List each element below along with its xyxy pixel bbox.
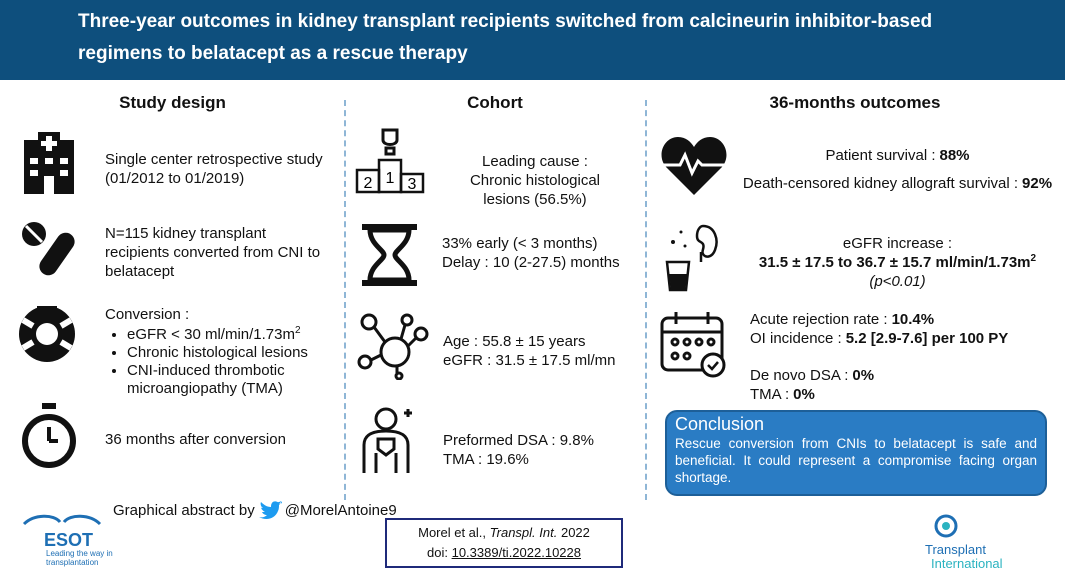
conversion: Conversion : eGFR < 30 ml/min/1.73m2 Chr…	[105, 305, 340, 398]
text: Single center retrospective study (01/20…	[105, 151, 323, 187]
doi-label: doi:	[427, 545, 448, 560]
journal: Transpl. Int.	[489, 525, 558, 540]
conclusion-text: Rescue conversion from CNIs to belatacep…	[675, 436, 1037, 485]
header: Three-year outcomes in kidney transplant…	[0, 0, 1065, 80]
credit: Graphical abstract by @MorelAntoine9	[113, 500, 397, 520]
heading: Cohort	[467, 93, 523, 112]
text: Leading cause :	[482, 153, 588, 170]
bullet: eGFR < 30 ml/min/1.73m2	[127, 326, 340, 344]
text: Conversion :	[105, 306, 190, 323]
doi-line: doi: 10.3389/ti.2022.10228	[387, 543, 621, 563]
cause: Leading cause : Chronic histological lesio…	[440, 152, 630, 209]
label: Acute rejection rate :	[750, 311, 888, 328]
survival: Patient survival :88% Death-censored kid…	[730, 146, 1065, 193]
text: Chronic histological	[469, 172, 601, 189]
text: TMA : 19.6%	[443, 451, 529, 468]
logo-mark	[22, 514, 102, 526]
text: N=115 kidney transplant recipients conve…	[105, 225, 321, 280]
handle: @MorelAntoine9	[284, 501, 397, 519]
label: Patient survival :	[825, 147, 936, 164]
hospital-icon	[24, 132, 74, 194]
value: 0%	[852, 367, 875, 384]
text: eGFR < 30 ml/min/1.73m	[127, 326, 295, 343]
logo-mark	[934, 514, 958, 538]
year: 2022	[560, 525, 590, 540]
row: TMA :0%	[750, 385, 874, 404]
ti-line2: International	[931, 556, 1003, 571]
value-row: 31.5 ± 17.5 to 36.7 ± 15.7 ml/min/1.73m2	[730, 253, 1065, 272]
text: 36 months after conversion	[105, 431, 286, 448]
pills-icon	[22, 222, 75, 276]
age: Age : 55.8 ± 15 years eGFR : 31.5 ± 17.5 …	[443, 332, 615, 370]
ti-logo: Transplant International	[925, 514, 1055, 571]
egfr: eGFR increase : 31.5 ± 17.5 to 36.7 ± 15…	[730, 234, 1065, 291]
superscript: 2	[1030, 253, 1037, 264]
divider	[645, 100, 647, 500]
bullet-list: eGFR < 30 ml/min/1.73m2 Chronic histolog…	[105, 326, 340, 398]
text: eGFR : 31.5 ± 17.5 ml/mn	[443, 352, 616, 369]
p-value: (p<0.01)	[869, 273, 926, 290]
conclusion-title: Conclusion	[675, 414, 765, 434]
stopwatch-icon	[22, 403, 76, 468]
authors: Morel et al.,	[418, 525, 487, 540]
value: 5.2 [2.9-7.6] per 100 PY	[845, 330, 1009, 347]
dsa: Preformed DSA : 9.8% TMA : 19.6%	[443, 431, 594, 469]
doi[interactable]: 10.3389/ti.2022.10228	[451, 545, 581, 560]
title-line: Three-year outcomes in kidney transplant…	[78, 11, 933, 32]
twitter-icon	[258, 501, 282, 519]
network-icon	[357, 313, 429, 380]
bullet: CNI-induced thrombotic microangiopathy (…	[127, 362, 340, 398]
conclusion-box: Conclusion Rescue conversion from CNIs t…	[665, 410, 1047, 496]
label: OI incidence :	[750, 330, 842, 347]
row: Acute rejection rate :10.4%	[750, 310, 1008, 329]
row: Death-censored kidney allograft survival…	[730, 174, 1065, 193]
text: Graphical abstract by	[113, 501, 255, 519]
value: 0%	[793, 386, 815, 403]
text: 33% early (< 3 months)	[442, 235, 598, 252]
label: TMA :	[750, 386, 790, 403]
esot-tagline: Leading the way in transplantation	[46, 549, 113, 567]
timing: 33% early (< 3 months) Delay : 10 (2-27.5…	[442, 234, 620, 272]
citation-line: Morel et al., Transpl. Int. 2022	[387, 523, 621, 543]
divider	[344, 100, 346, 500]
podium-icon: 2 1 3	[355, 128, 425, 194]
ti-line1: Transplant	[925, 542, 986, 557]
text: Age : 55.8 ± 15 years	[443, 333, 586, 350]
label: De novo DSA :	[750, 367, 849, 384]
rejection: Acute rejection rate :10.4% OI incidence…	[750, 310, 1008, 348]
citation: Morel et al., Transpl. Int. 2022 doi: 10…	[385, 518, 623, 568]
podium-label: 2	[364, 175, 373, 192]
value: 88%	[939, 147, 970, 164]
heading: Study design	[119, 93, 226, 112]
text: lesions (56.5%)	[483, 191, 587, 208]
title: Three-year outcomes in kidney transplant…	[78, 6, 932, 70]
calendar-icon	[660, 312, 726, 378]
row: OI incidence :5.2 [2.9-7.6] per 100 PY	[750, 329, 1008, 348]
dsa-outcome: De novo DSA :0% TMA :0%	[750, 366, 874, 404]
kidney-glass-icon	[665, 224, 718, 292]
bullet: Chronic histological lesions	[127, 344, 340, 362]
lifebuoy-icon	[19, 306, 75, 362]
text: Preformed DSA : 9.8%	[443, 432, 594, 449]
row: Patient survival :88%	[730, 146, 1065, 165]
esot-logo: ESOT Leading the way in transplantation	[22, 512, 132, 567]
value: 92%	[1022, 175, 1053, 192]
row: De novo DSA :0%	[750, 366, 874, 385]
patient-icon	[362, 407, 412, 473]
esot-name: ESOT	[44, 530, 94, 550]
heading: 36-months outcomes	[769, 93, 941, 112]
value: 10.4%	[891, 311, 935, 328]
title-line: regimens to belatacept as a rescue thera…	[78, 43, 468, 64]
text: Delay : 10 (2-27.5) months	[442, 254, 620, 271]
podium-label: 1	[386, 170, 395, 187]
podium-label: 3	[408, 176, 417, 193]
value: 31.5 ± 17.5 to 36.7 ± 15.7 ml/min/1.73m	[758, 254, 1031, 271]
hourglass-icon	[362, 224, 417, 286]
label: eGFR increase :	[842, 235, 953, 252]
superscript: 2	[294, 325, 301, 336]
label: Death-censored kidney allograft survival…	[742, 175, 1019, 192]
heart-icon	[661, 137, 727, 195]
